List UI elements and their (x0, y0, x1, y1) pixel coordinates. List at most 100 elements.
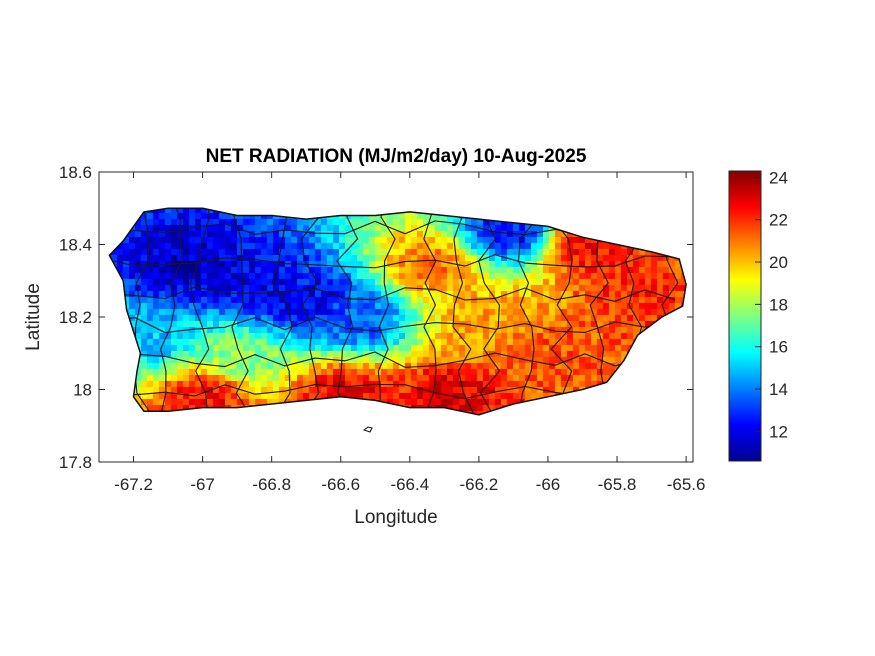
heatmap-cell (633, 255, 639, 261)
heatmap-cell (153, 345, 159, 351)
heatmap-cell (615, 363, 621, 369)
heatmap-cell (411, 297, 417, 303)
heatmap-cell (351, 249, 357, 255)
heatmap-cell (321, 285, 327, 291)
heatmap-cell (129, 249, 135, 255)
heatmap-cell (297, 387, 303, 393)
heatmap-cell (201, 261, 207, 267)
heatmap-cell (627, 339, 633, 345)
heatmap-cell (507, 345, 513, 351)
heatmap-cell (513, 339, 519, 345)
heatmap-cell (249, 261, 255, 267)
heatmap-cell (345, 219, 351, 225)
heatmap-cell (249, 381, 255, 387)
heatmap-cell (435, 291, 441, 297)
heatmap-cell (339, 333, 345, 339)
heatmap-cell (189, 219, 195, 225)
heatmap-cell (345, 243, 351, 249)
heatmap-cell (537, 339, 543, 345)
heatmap-cell (405, 357, 411, 363)
heatmap-cell (543, 387, 549, 393)
heatmap-cell (357, 363, 363, 369)
heatmap-cell (261, 267, 267, 273)
heatmap-cell (357, 303, 363, 309)
heatmap-cell (633, 333, 639, 339)
colorbar-tick-label: 12 (769, 422, 788, 441)
heatmap-cell (333, 309, 339, 315)
heatmap-cell (345, 369, 351, 375)
heatmap-cell (147, 255, 153, 261)
heatmap-cell (621, 291, 627, 297)
heatmap-cell (213, 213, 219, 219)
heatmap-cell (267, 219, 273, 225)
heatmap-cell (429, 387, 435, 393)
heatmap-cell (183, 291, 189, 297)
heatmap-cell (441, 369, 447, 375)
heatmap-cell (417, 309, 423, 315)
heatmap-cell (375, 243, 381, 249)
heatmap-cell (603, 357, 609, 363)
heatmap-cell (513, 243, 519, 249)
heatmap-cell (555, 375, 561, 381)
heatmap-cell (459, 405, 465, 411)
heatmap-cell (369, 243, 375, 249)
heatmap-cell (117, 249, 123, 255)
heatmap-cell (627, 333, 633, 339)
heatmap-cell (351, 393, 357, 399)
heatmap-cell (531, 279, 537, 285)
heatmap-cell (447, 375, 453, 381)
heatmap-cell (267, 375, 273, 381)
heatmap-cell (153, 321, 159, 327)
heatmap-cell (561, 357, 567, 363)
heatmap-cell (165, 363, 171, 369)
heatmap-cell (531, 381, 537, 387)
heatmap-cell (381, 225, 387, 231)
heatmap-cell (189, 267, 195, 273)
heatmap-cell (249, 339, 255, 345)
heatmap-cell (333, 267, 339, 273)
heatmap-cell (279, 321, 285, 327)
heatmap-cell (453, 339, 459, 345)
heatmap-cell (543, 237, 549, 243)
heatmap-cell (249, 315, 255, 321)
heatmap-cell (225, 261, 231, 267)
heatmap-cell (183, 333, 189, 339)
heatmap-cell (141, 279, 147, 285)
heatmap-cell (513, 399, 519, 405)
heatmap-cell (375, 249, 381, 255)
heatmap-cell (159, 315, 165, 321)
heatmap-cell (417, 225, 423, 231)
heatmap-cell (321, 261, 327, 267)
heatmap-cell (657, 291, 663, 297)
heatmap-cell (159, 321, 165, 327)
heatmap-cell (501, 369, 507, 375)
heatmap-cell (393, 363, 399, 369)
heatmap-cell (561, 279, 567, 285)
heatmap-cell (537, 243, 543, 249)
heatmap-cell (441, 345, 447, 351)
heatmap-cell (351, 261, 357, 267)
heatmap-cell (393, 249, 399, 255)
heatmap-cell (309, 285, 315, 291)
heatmap-cell (219, 231, 225, 237)
heatmap-cell (597, 291, 603, 297)
heatmap-cell (507, 291, 513, 297)
heatmap-cell (561, 255, 567, 261)
heatmap-cell (651, 315, 657, 321)
heatmap-cell (351, 381, 357, 387)
heatmap-cell (345, 261, 351, 267)
heatmap-cell (219, 297, 225, 303)
heatmap-cell (525, 369, 531, 375)
heatmap-cell (159, 237, 165, 243)
heatmap-cell (597, 267, 603, 273)
heatmap-cell (405, 327, 411, 333)
heatmap-cell (441, 321, 447, 327)
heatmap-cell (285, 363, 291, 369)
heatmap-cell (135, 381, 141, 387)
heatmap-cell (387, 327, 393, 333)
heatmap-cell (225, 225, 231, 231)
heatmap-cell (201, 381, 207, 387)
heatmap-cell (231, 357, 237, 363)
heatmap-cell (573, 243, 579, 249)
heatmap-cell (333, 249, 339, 255)
